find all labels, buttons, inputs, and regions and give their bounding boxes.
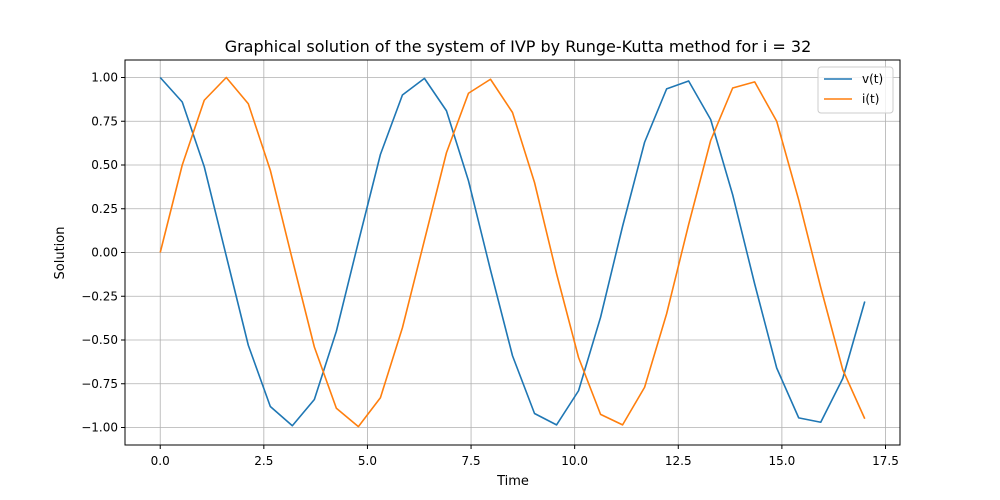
x-tick-label: 10.0 [561,454,588,468]
series-line-i [159,76,866,428]
y-tick-label: −1.00 [81,421,118,435]
x-tick-label: 15.0 [769,454,796,468]
x-axis-label: Time [496,474,529,489]
x-tick-label: 5.0 [358,454,377,468]
gridlines [125,60,900,445]
legend: v(t) i(t) [817,66,894,114]
x-tick-label: 17.5 [872,454,899,468]
y-tick-label: 0.50 [91,158,118,172]
x-axis: 0.0 2.5 5.0 7.5 10.0 12.5 15.0 17.5 [151,445,899,468]
x-tick-label: 7.5 [462,454,481,468]
y-tick-label: −0.25 [81,289,118,303]
y-tick-label: 1.00 [91,71,118,85]
y-tick-label: −0.75 [81,377,118,391]
legend-label: v(t) [862,72,883,86]
series-lines [159,76,866,428]
y-tick-label: 0.75 [91,114,118,128]
y-axis-label: Solution [53,227,68,280]
y-tick-label: 0.25 [91,202,118,216]
x-tick-label: 12.5 [665,454,692,468]
x-tick-label: 2.5 [254,454,273,468]
legend-label: i(t) [862,92,879,106]
y-tick-label: 0.00 [91,246,118,260]
y-tick-label: −0.50 [81,333,118,347]
y-axis: −1.00 −0.75 −0.50 −0.25 0.00 0.25 0.50 0.75 1.00 [81,71,125,435]
chart-title: Graphical solution of the system of IVP … [225,37,812,56]
x-tick-label: 0.0 [151,454,170,468]
series-line-v [159,76,866,427]
